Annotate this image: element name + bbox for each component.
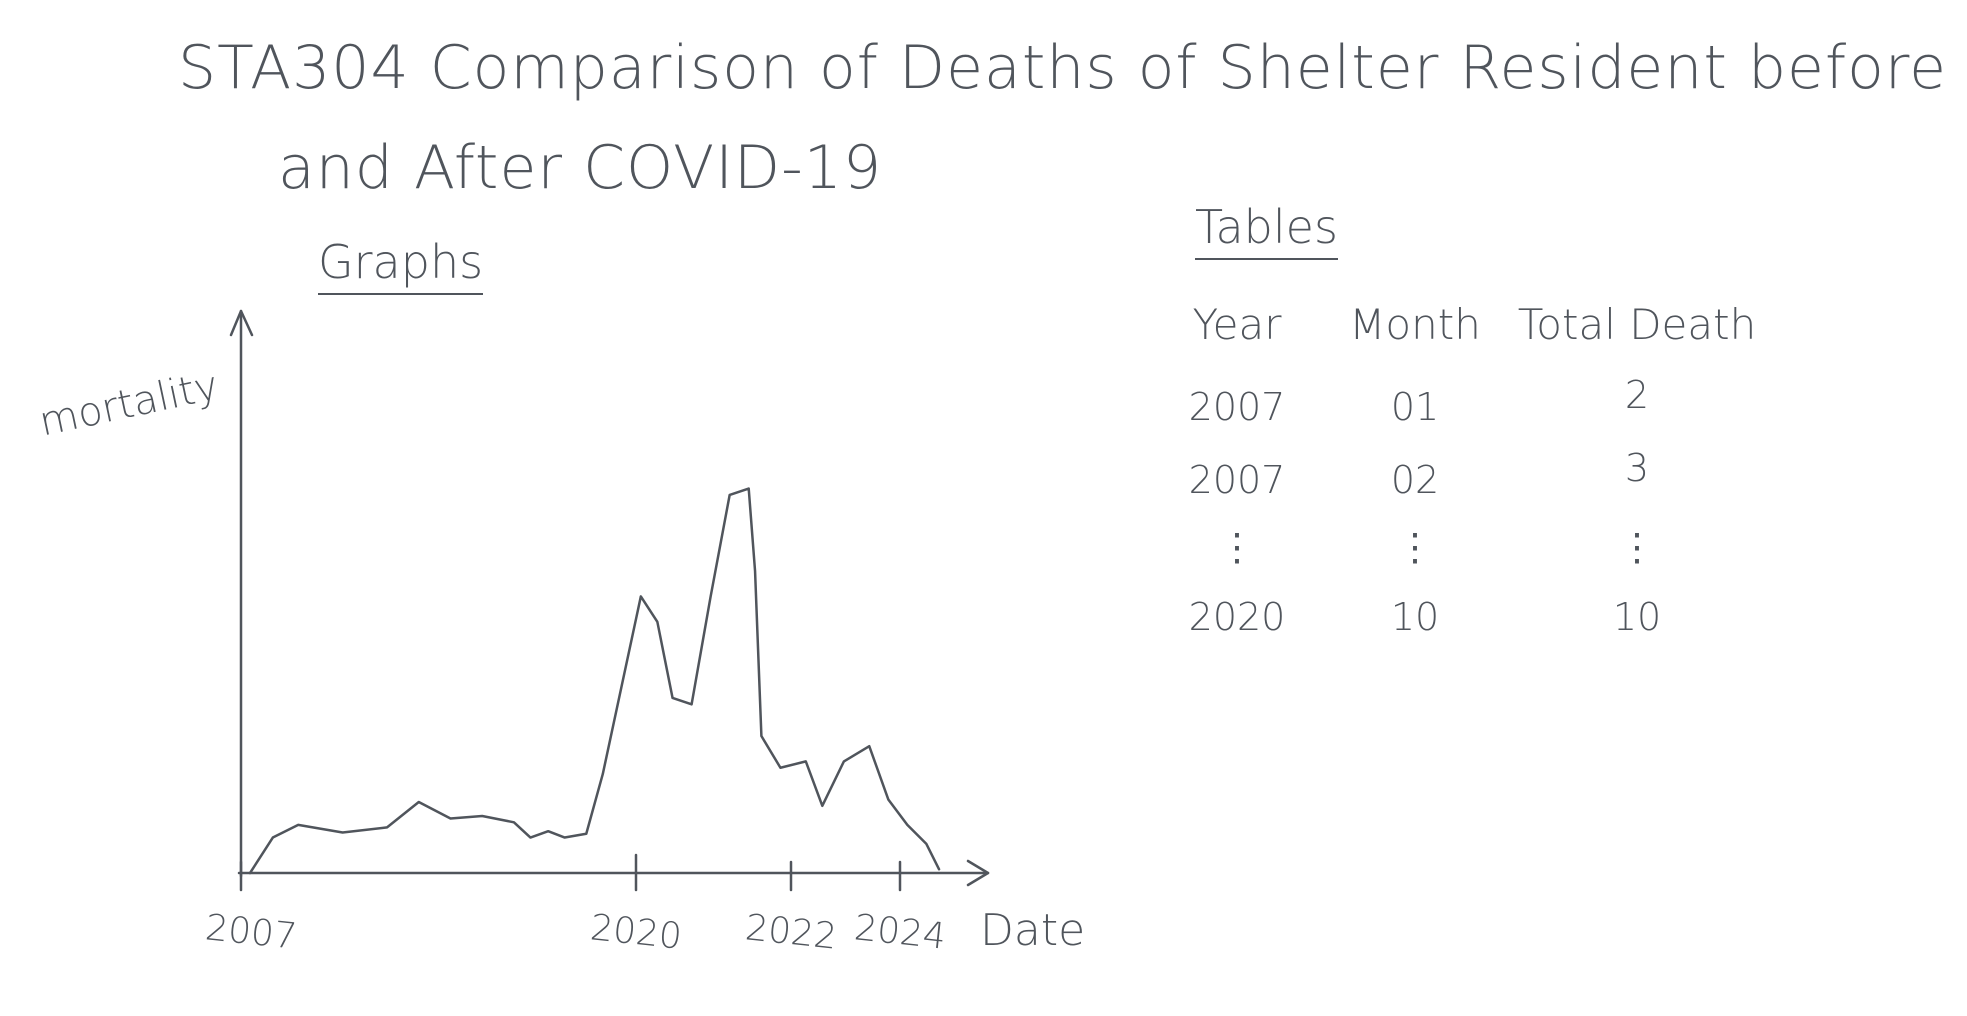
- table-cell: 3: [1624, 446, 1650, 490]
- column-header: Month: [1349, 300, 1481, 349]
- table-cell: 2020: [1188, 595, 1286, 639]
- mortality-curve: [250, 489, 939, 874]
- column-header: Total Death: [1517, 300, 1757, 349]
- table-cell: 2007: [1188, 385, 1286, 429]
- table-cell: ⋮: [1618, 525, 1656, 569]
- table-cell: 10: [1612, 595, 1662, 639]
- table-heading: Tables: [1195, 200, 1338, 260]
- table-cell: 2007: [1188, 458, 1286, 502]
- table-cell: ⋮: [1218, 525, 1256, 569]
- x-axis-label: Date: [980, 905, 1086, 956]
- table-cell: ⋮: [1396, 525, 1434, 569]
- page-title: STA304 Comparison of Deaths of Shelter R…: [178, 33, 1948, 203]
- y-axis-arrow: [229, 309, 254, 337]
- x-axis-arrow: [966, 859, 990, 887]
- table-cell: 10: [1390, 595, 1440, 639]
- table-cell: 02: [1390, 458, 1440, 502]
- column-header: Year: [1192, 300, 1282, 349]
- table-cell: 2: [1624, 373, 1650, 417]
- table-cell: 01: [1390, 385, 1440, 429]
- graph-heading: Graphs: [318, 235, 484, 295]
